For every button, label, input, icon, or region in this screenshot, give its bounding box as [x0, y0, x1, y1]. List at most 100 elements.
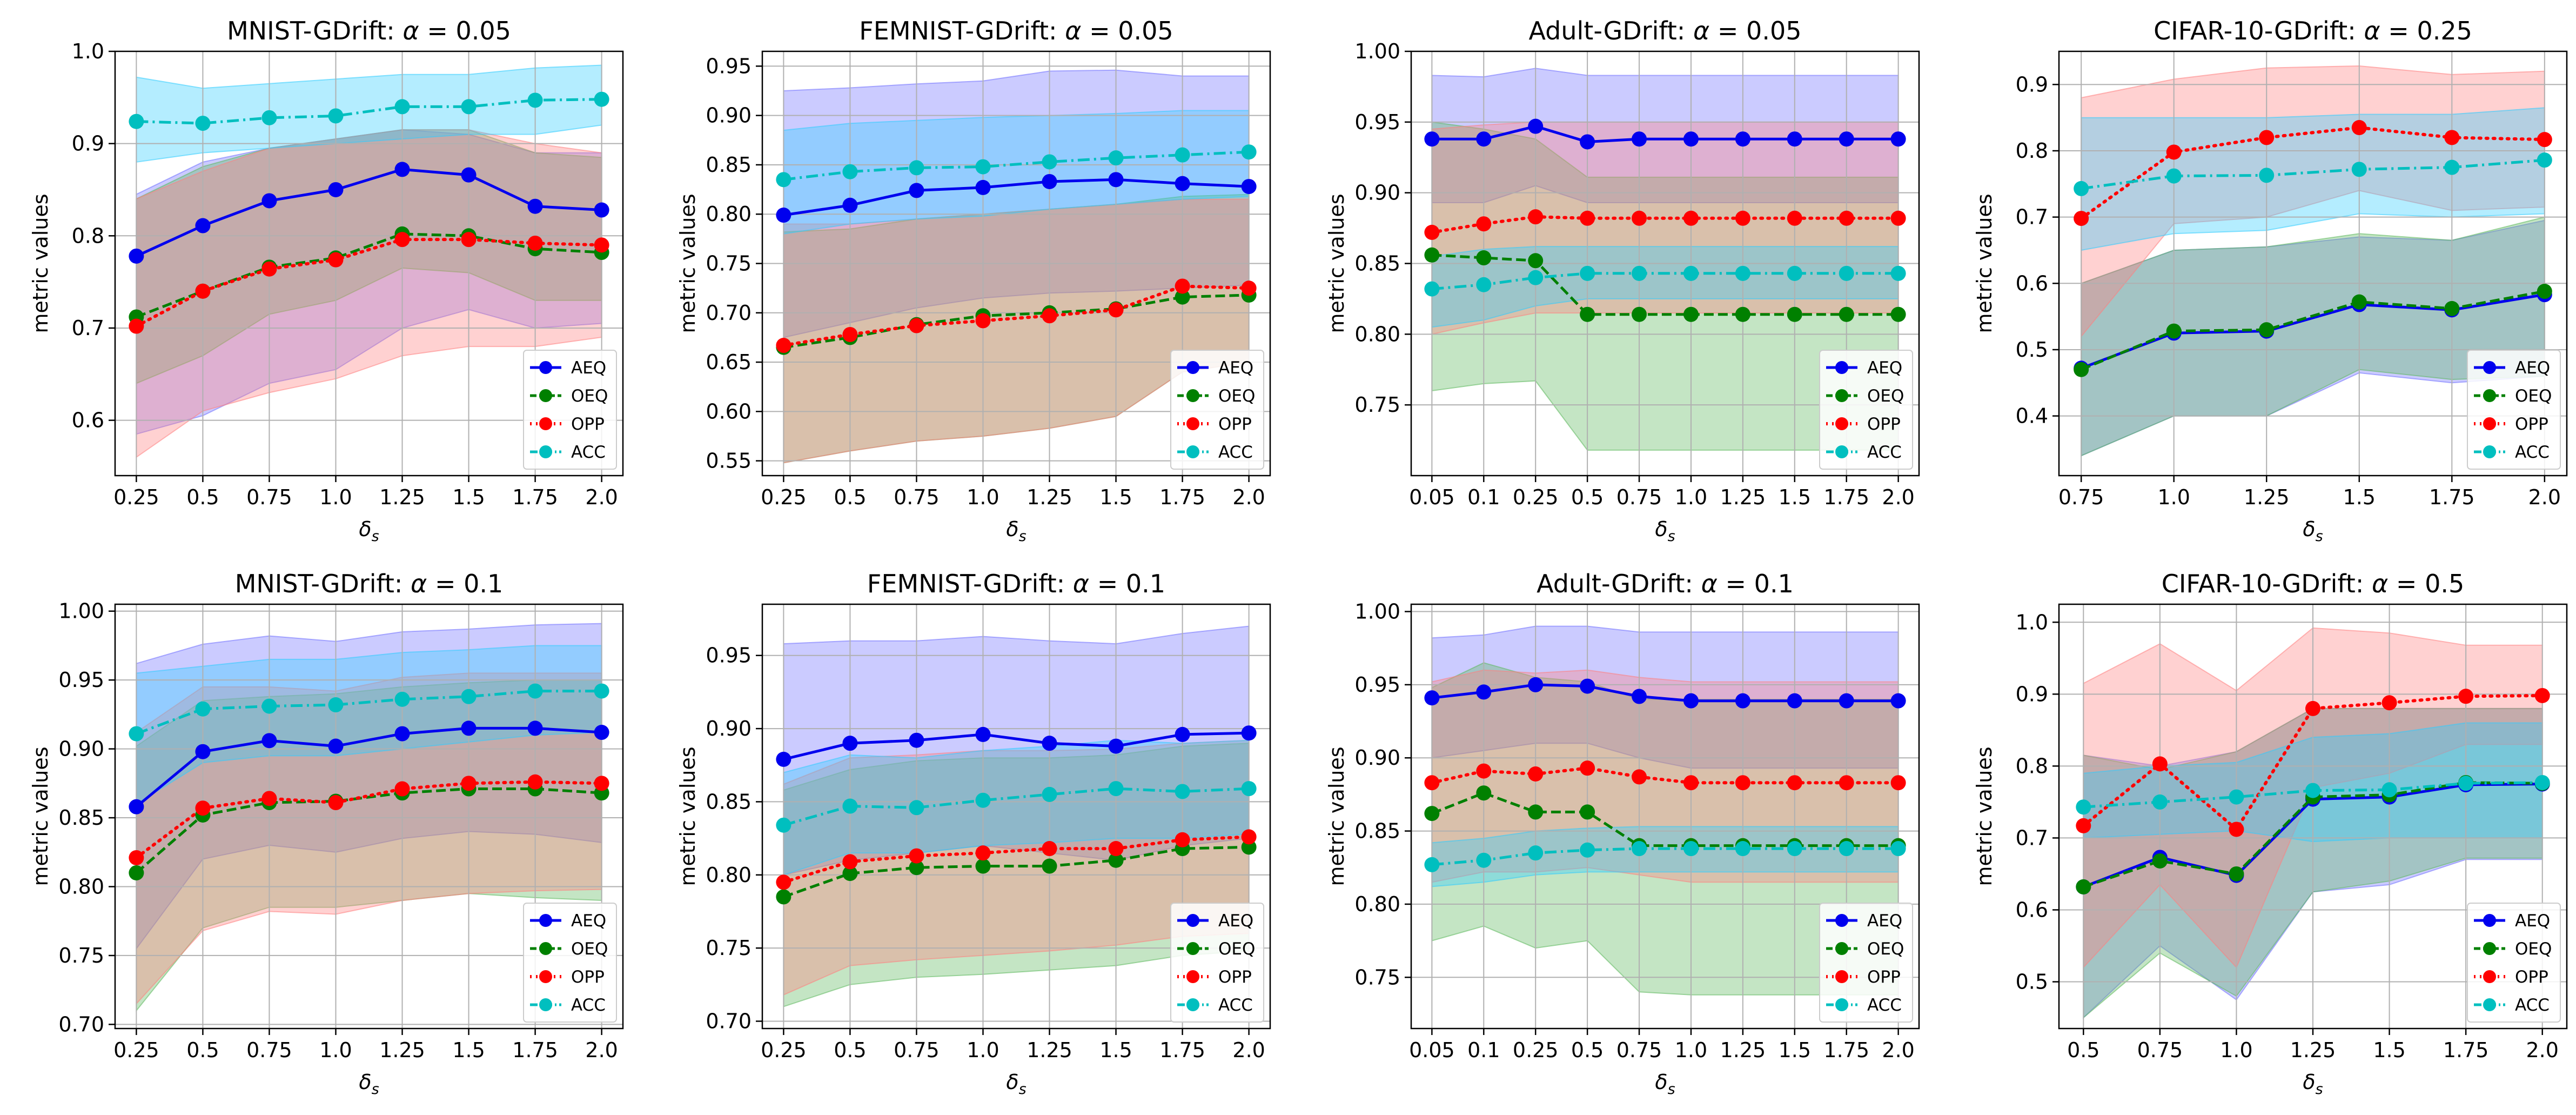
data-point-opp — [1476, 216, 1492, 232]
y-tick-label: 0.60 — [706, 399, 752, 423]
chart-title: FEMNIST-GDrift: α = 0.05 — [859, 16, 1173, 45]
series-line-aeq — [1432, 125, 1899, 144]
legend-box — [1819, 903, 1913, 1023]
data-point-aeq — [1476, 684, 1492, 700]
x-tick-label: 0.5 — [186, 1038, 219, 1062]
data-point-aeq — [129, 248, 144, 264]
data-point-aeq — [1580, 678, 1595, 694]
data-point-opp — [394, 781, 410, 797]
data-point-opp — [2305, 700, 2320, 716]
data-point-acc — [129, 113, 144, 129]
y-tick-label: 0.90 — [706, 104, 752, 128]
y-tick-label: 0.7 — [2016, 826, 2048, 850]
legend-marker-aeq — [2483, 914, 2496, 927]
data-point-aeq — [1890, 693, 1906, 709]
y-tick-label: 0.85 — [58, 806, 104, 830]
axes-frame — [761, 603, 1271, 1030]
data-point-oeq — [1476, 250, 1492, 266]
data-point-opp — [2351, 120, 2367, 136]
series-line-aeq — [2081, 293, 2545, 370]
x-tick-label: 2.0 — [585, 1038, 618, 1062]
chart-title: CIFAR-10-GDrift: α = 0.5 — [2162, 569, 2464, 598]
data-point-oeq — [1528, 804, 1544, 820]
series-line-opp — [1430, 766, 1900, 785]
y-tick-label: 0.6 — [2016, 898, 2048, 922]
x-tick-label: 2.0 — [2528, 485, 2561, 509]
x-tick-label: 2.0 — [1232, 485, 1265, 509]
y-tick-label: 0.80 — [58, 874, 104, 898]
data-point-opp — [129, 850, 144, 865]
data-point-opp — [1108, 841, 1124, 857]
legend-marker-acc — [1835, 445, 1848, 458]
y-tick-label: 0.7 — [2016, 205, 2048, 229]
data-point-acc — [1528, 845, 1544, 861]
legend: AEQ OEQ OPP ACC — [523, 350, 617, 470]
data-point-opp — [328, 252, 344, 268]
x-tick-label: 0.75 — [246, 1038, 292, 1062]
data-point-acc — [1241, 781, 1257, 797]
data-point-acc — [195, 116, 211, 131]
y-tick-label: 0.75 — [706, 252, 752, 276]
legend-marker-oeq — [539, 389, 552, 402]
x-tick-label: 2.0 — [2526, 1038, 2558, 1062]
data-point-aeq — [394, 726, 410, 742]
x-tick-label: 2.0 — [1232, 1038, 1265, 1062]
data-point-opp — [1839, 210, 1854, 226]
series-line-oeq — [135, 787, 602, 874]
y-tick-label: 0.65 — [706, 350, 752, 374]
data-point-acc — [2305, 783, 2320, 798]
data-point-oeq — [2076, 879, 2091, 894]
data-point-opp — [129, 318, 144, 334]
y-tick-label: 0.5 — [2016, 970, 2048, 994]
data-point-acc — [1108, 150, 1124, 166]
legend-label-opp: OPP — [1218, 415, 1252, 434]
y-tick-label: 1.00 — [1354, 600, 1400, 624]
data-point-opp — [527, 235, 543, 251]
data-point-oeq — [2351, 294, 2367, 310]
data-point-aeq — [1632, 131, 1647, 147]
data-point-acc — [527, 92, 543, 108]
series-line-opp — [2079, 126, 2546, 221]
data-point-oeq — [1424, 247, 1440, 263]
legend-marker-aeq — [539, 914, 552, 927]
legend-marker-acc — [539, 445, 552, 458]
legend-label-acc: ACC — [1218, 443, 1253, 462]
data-point-opp — [2537, 132, 2552, 148]
data-point-acc — [975, 159, 991, 175]
x-tick-label: 0.5 — [1571, 485, 1604, 509]
legend-marker-oeq — [1835, 389, 1848, 402]
x-tick-label: 0.75 — [894, 1038, 940, 1062]
chart-title: FEMNIST-GDrift: α = 0.1 — [867, 569, 1165, 598]
legend-marker-oeq — [1835, 942, 1848, 955]
data-point-opp — [2076, 818, 2091, 833]
data-point-acc — [328, 108, 344, 124]
data-point-opp — [2534, 687, 2550, 703]
legend-label-acc: ACC — [2515, 996, 2550, 1015]
data-point-opp — [328, 795, 344, 811]
data-point-opp — [1632, 210, 1647, 226]
y-tick-label: 0.70 — [706, 301, 752, 325]
data-point-oeq — [2444, 301, 2460, 316]
series-line-acc — [136, 98, 602, 125]
legend-marker-acc — [2483, 998, 2496, 1011]
legend-label-aeq: AEQ — [1218, 911, 1253, 931]
legend-label-opp: OPP — [571, 967, 605, 987]
data-point-acc — [1735, 841, 1750, 857]
data-point-acc — [1839, 841, 1854, 857]
data-point-opp — [1042, 841, 1057, 857]
data-point-acc — [129, 726, 144, 742]
legend-marker-opp — [539, 970, 552, 983]
data-point-oeq — [1632, 306, 1647, 322]
y-tick-label: 0.9 — [72, 132, 104, 156]
y-tick-label: 0.75 — [58, 944, 104, 967]
x-tick-label: 1.75 — [1159, 1038, 1205, 1062]
data-point-aeq — [1042, 736, 1057, 751]
data-point-aeq — [261, 193, 277, 209]
data-point-oeq — [1424, 806, 1440, 822]
legend-box — [1170, 350, 1264, 470]
data-point-aeq — [129, 799, 144, 814]
data-point-opp — [909, 848, 924, 864]
data-point-acc — [261, 110, 277, 125]
legend: AEQ OEQ OPP ACC — [523, 903, 617, 1023]
x-tick-label: 1.75 — [1823, 485, 1869, 509]
